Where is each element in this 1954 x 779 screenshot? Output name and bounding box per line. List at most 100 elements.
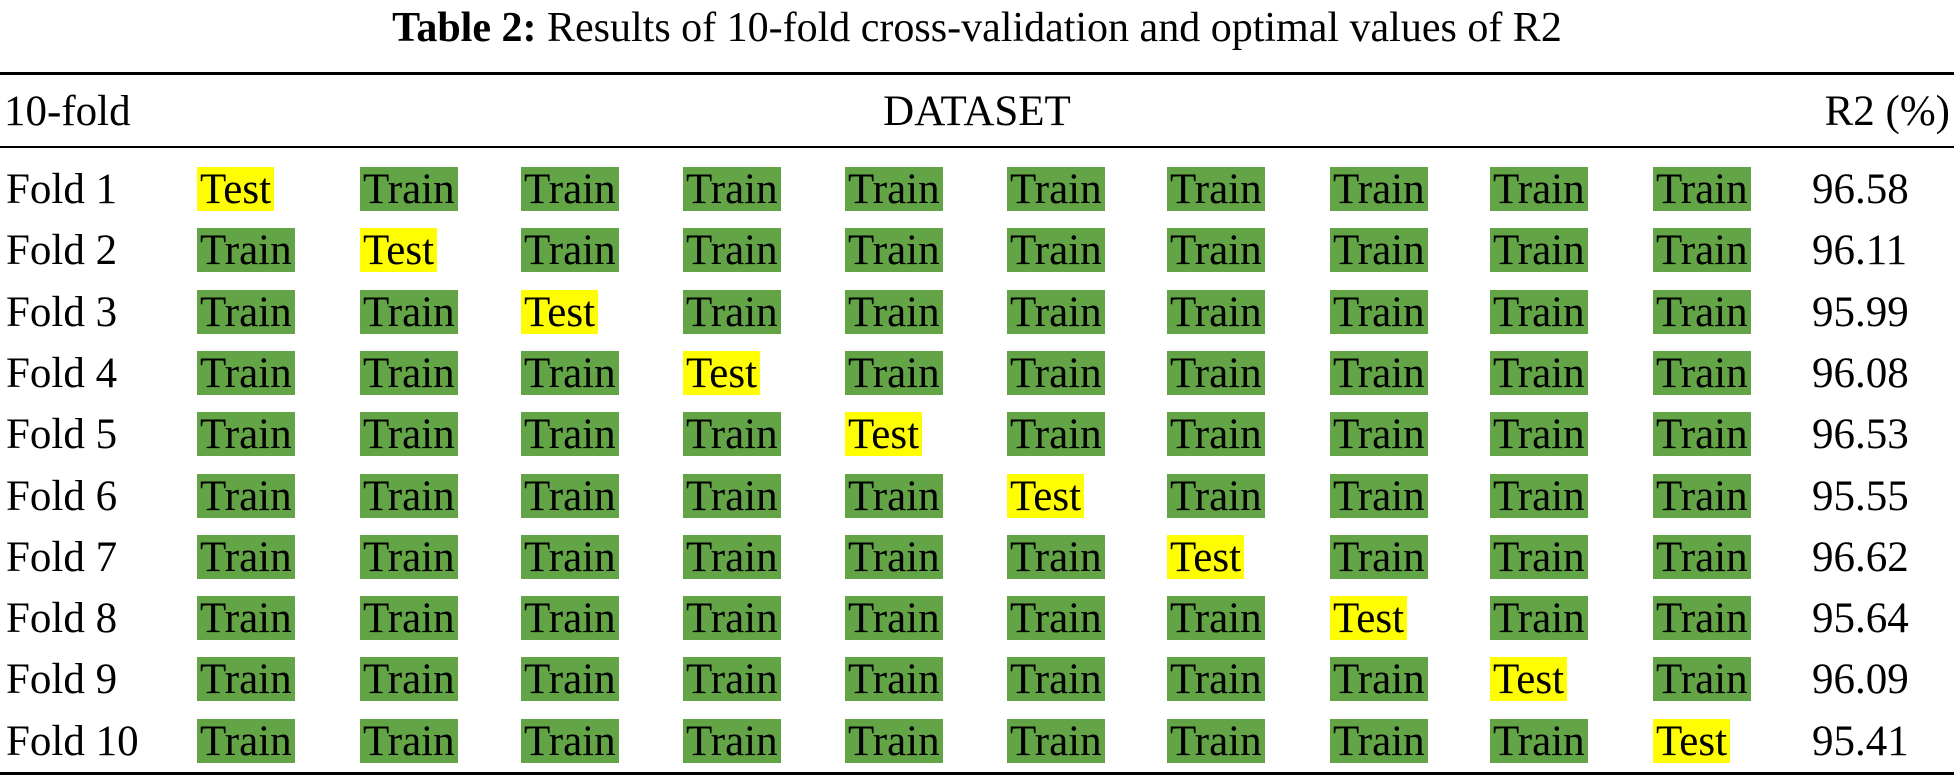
table-row: Fold 8 Train Train Train Train Train Train Trai… — [0, 588, 1954, 649]
train-cell: Train — [845, 473, 943, 519]
fold-label: Fold 9 — [6, 656, 118, 704]
r2-value: 95.55 — [1812, 472, 1909, 520]
train-cell: Train — [1167, 228, 1265, 274]
train-cell: Train — [845, 167, 943, 213]
header-r2: R2 (%) — [1824, 88, 1950, 135]
train-cell: Train — [1007, 657, 1105, 703]
train-cell: Train — [197, 228, 295, 274]
train-cell: Train — [683, 412, 781, 458]
train-cell: Train — [1167, 657, 1265, 703]
train-cell: Train — [845, 350, 943, 396]
train-cell: Train — [1330, 350, 1428, 396]
train-cell: Train — [360, 534, 458, 580]
train-cell: Train — [1490, 534, 1588, 580]
r2-value: 96.62 — [1812, 533, 1909, 581]
train-cell: Train — [1490, 228, 1588, 274]
train-cell: Train — [1330, 167, 1428, 213]
train-cell: Train — [521, 350, 619, 396]
train-cell: Train — [1330, 289, 1428, 335]
header-dataset: DATASET — [883, 88, 1071, 135]
test-cell: Test — [360, 228, 438, 274]
test-cell: Test — [1330, 596, 1408, 642]
train-cell: Train — [1653, 350, 1751, 396]
test-cell: Test — [1167, 534, 1245, 580]
train-cell: Train — [360, 167, 458, 213]
train-cell: Train — [197, 473, 295, 519]
table-row: Fold 9 Train Train Train Train Train Train Trai… — [0, 649, 1954, 710]
train-cell: Train — [521, 718, 619, 764]
train-cell: Train — [1007, 412, 1105, 458]
r2-value: 96.11 — [1812, 227, 1908, 275]
fold-label: Fold 6 — [6, 472, 118, 520]
table-row: Fold 7 Train Train Train Train Train Train Test… — [0, 527, 1954, 588]
train-cell: Train — [683, 596, 781, 642]
train-cell: Train — [1653, 167, 1751, 213]
r2-value: 95.64 — [1812, 595, 1909, 643]
train-cell: Train — [1490, 289, 1588, 335]
train-cell: Train — [197, 718, 295, 764]
train-cell: Train — [845, 228, 943, 274]
train-cell: Train — [360, 596, 458, 642]
train-cell: Train — [683, 657, 781, 703]
r2-value: 96.08 — [1812, 349, 1909, 397]
train-cell: Train — [521, 228, 619, 274]
train-cell: Train — [683, 228, 781, 274]
train-cell: Train — [1490, 350, 1588, 396]
r2-value: 96.09 — [1812, 656, 1909, 704]
train-cell: Train — [1007, 167, 1105, 213]
header-rule — [0, 146, 1954, 148]
train-cell: Train — [1490, 167, 1588, 213]
train-cell: Train — [197, 596, 295, 642]
train-cell: Train — [197, 289, 295, 335]
fold-label: Fold 7 — [6, 533, 118, 581]
train-cell: Train — [1167, 473, 1265, 519]
train-cell: Train — [1653, 412, 1751, 458]
train-cell: Train — [521, 596, 619, 642]
table-row: Fold 5 Train Train Train Train Test Train Train… — [0, 404, 1954, 465]
train-cell: Train — [1330, 534, 1428, 580]
r2-value: 95.41 — [1812, 717, 1909, 765]
train-cell: Train — [197, 350, 295, 396]
train-cell: Train — [1653, 228, 1751, 274]
train-cell: Train — [1167, 167, 1265, 213]
train-cell: Train — [1167, 412, 1265, 458]
test-cell: Test — [683, 350, 761, 396]
train-cell: Train — [1490, 596, 1588, 642]
train-cell: Train — [683, 473, 781, 519]
train-cell: Train — [360, 350, 458, 396]
train-cell: Train — [521, 167, 619, 213]
train-cell: Train — [1490, 718, 1588, 764]
train-cell: Train — [1167, 596, 1265, 642]
table-caption-text: Results of 10-fold cross-validation and … — [546, 5, 1562, 51]
test-cell: Test — [197, 167, 275, 213]
train-cell: Train — [1653, 473, 1751, 519]
train-cell: Train — [1167, 350, 1265, 396]
test-cell: Test — [1490, 657, 1568, 703]
test-cell: Test — [1653, 718, 1731, 764]
r2-value: 96.58 — [1812, 166, 1909, 213]
test-cell: Test — [1007, 473, 1085, 519]
fold-label: Fold 5 — [6, 411, 118, 459]
train-cell: Train — [360, 718, 458, 764]
train-cell: Train — [1330, 657, 1428, 703]
train-cell: Train — [1007, 718, 1105, 764]
table-row: Fold 1 Test Train Train Train Train Train Train… — [0, 159, 1954, 220]
train-cell: Train — [521, 534, 619, 580]
train-cell: Train — [360, 657, 458, 703]
train-cell: Train — [683, 534, 781, 580]
bottom-rule — [0, 772, 1954, 775]
train-cell: Train — [1330, 412, 1428, 458]
train-cell: Train — [683, 289, 781, 335]
r2-value: 95.99 — [1812, 288, 1909, 336]
train-cell: Train — [197, 534, 295, 580]
train-cell: Train — [683, 718, 781, 764]
train-cell: Train — [1007, 534, 1105, 580]
train-cell: Train — [845, 657, 943, 703]
train-cell: Train — [845, 534, 943, 580]
train-cell: Train — [360, 412, 458, 458]
train-cell: Train — [845, 718, 943, 764]
train-cell: Train — [360, 473, 458, 519]
train-cell: Train — [197, 657, 295, 703]
train-cell: Train — [521, 412, 619, 458]
train-cell: Train — [1330, 228, 1428, 274]
